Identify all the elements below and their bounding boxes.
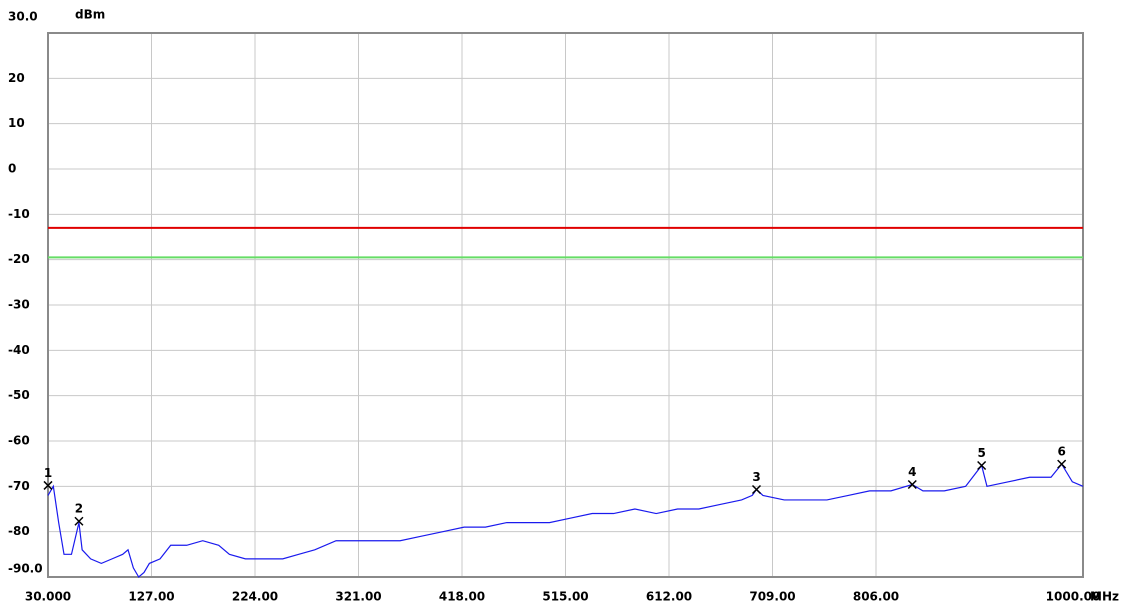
y-tick-label: 10: [8, 116, 25, 130]
marker-label: 2: [75, 502, 83, 516]
y-tick-label: -40: [8, 343, 30, 357]
marker-label: 4: [908, 465, 916, 479]
y-tick-label: 0: [8, 162, 16, 176]
x-tick-label: 127.00: [128, 590, 174, 604]
y-tick-label: -10: [8, 207, 30, 221]
y-tick-label: -90.0: [8, 562, 43, 576]
y-tick-label: -30: [8, 298, 30, 312]
y-tick-label: -80: [8, 524, 30, 538]
marker: [1057, 459, 1067, 469]
marker: [907, 479, 917, 490]
x-tick-label: 418.00: [439, 590, 485, 604]
marker: [977, 460, 987, 471]
x-tick-label: 806.00: [853, 590, 899, 604]
x-tick-label: 709.00: [749, 590, 795, 604]
y-tick-label: -20: [8, 252, 30, 266]
marker-label: 6: [1057, 445, 1065, 459]
marker-label: 1: [44, 466, 52, 480]
marker: [74, 516, 84, 526]
y-tick-label: -70: [8, 479, 30, 493]
plot-frame: [47, 32, 1084, 578]
y-tick-label: -60: [8, 434, 30, 448]
marker-label: 3: [752, 470, 760, 484]
x-tick-label: 612.00: [646, 590, 692, 604]
x-tick-label: 321.00: [335, 590, 381, 604]
marker: [43, 480, 53, 490]
x-unit: MHz: [1090, 590, 1119, 604]
marker-label: 5: [977, 446, 985, 460]
trace: [47, 463, 1084, 578]
y-tick-label: 30.0: [8, 10, 38, 24]
x-tick-label: 224.00: [232, 590, 278, 604]
y-tick-label: 20: [8, 71, 25, 85]
x-tick-label: 515.00: [542, 590, 588, 604]
y-unit: dBm: [75, 8, 105, 22]
marker: [751, 484, 762, 495]
x-tick-label: 1000.00: [1046, 590, 1101, 604]
x-tick-label: 30.000: [25, 590, 71, 604]
y-tick-label: -50: [8, 388, 30, 402]
